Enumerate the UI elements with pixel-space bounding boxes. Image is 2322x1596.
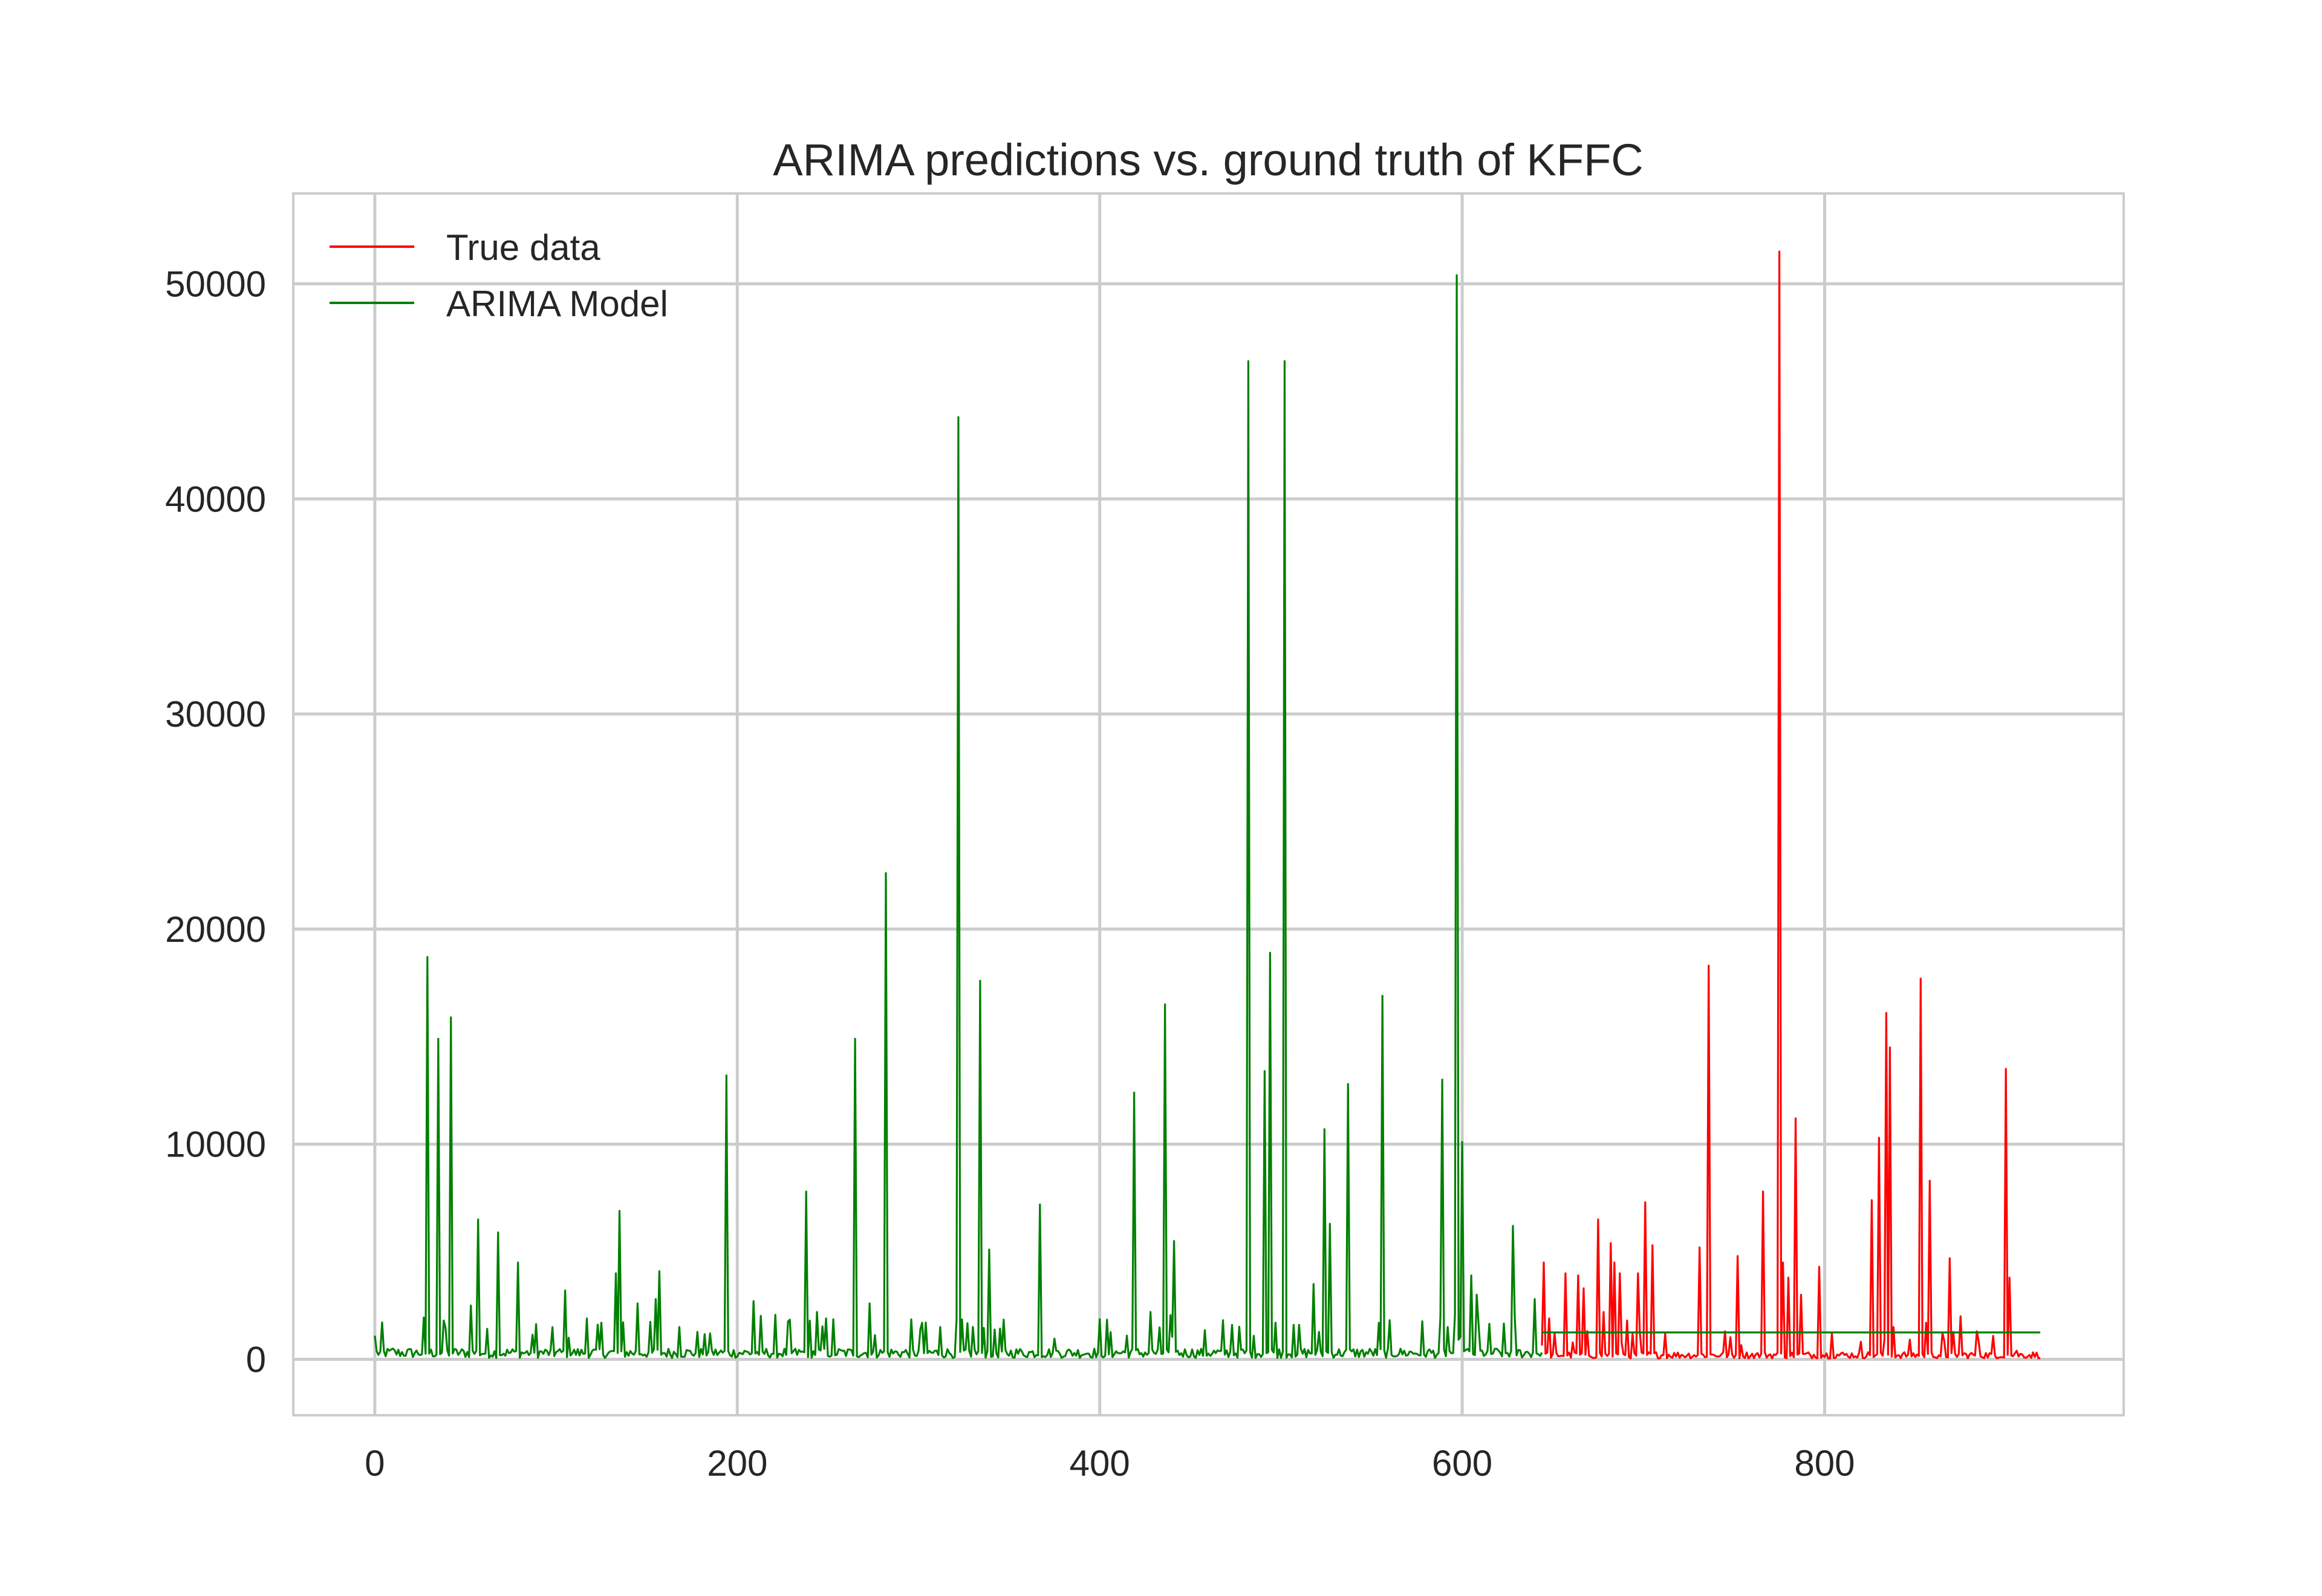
- grid: [293, 193, 2124, 1415]
- x-tick-label: 0: [365, 1443, 385, 1484]
- series-line-true-data: [1541, 250, 2041, 1360]
- y-tick-label: 40000: [165, 479, 266, 519]
- axis-ticks: 0 200 400 600 800 0 10000 20000 30000 40000 50000: [165, 264, 1855, 1484]
- x-tick-label: 800: [1794, 1443, 1855, 1484]
- plot-frame: [292, 192, 2125, 1416]
- y-tick-label: 0: [246, 1339, 266, 1380]
- legend-label-arima-model: ARIMA Model: [446, 284, 668, 324]
- x-tick-label: 600: [1432, 1443, 1492, 1484]
- series-line-arima-model: [374, 274, 1543, 1359]
- chart-title: ARIMA predictions vs. ground truth of KF…: [773, 135, 1643, 185]
- legend-label-true-data: True data: [446, 227, 600, 268]
- legend: True data ARIMA Model: [330, 227, 668, 324]
- y-tick-label: 10000: [165, 1124, 266, 1165]
- x-tick-label: 400: [1070, 1443, 1130, 1484]
- x-tick-label: 200: [707, 1443, 767, 1484]
- plot-area: [374, 250, 2041, 1360]
- y-tick-label: 50000: [165, 264, 266, 304]
- y-tick-label: 20000: [165, 909, 266, 950]
- y-tick-label: 30000: [165, 694, 266, 735]
